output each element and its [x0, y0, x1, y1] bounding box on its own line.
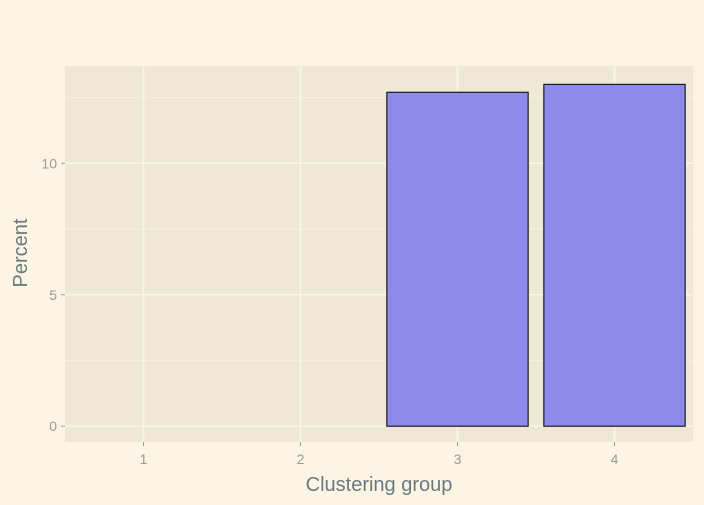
bars: [386, 83, 686, 427]
x-tick-label: 4: [611, 451, 619, 467]
x-tick-label: 3: [454, 451, 462, 467]
y-axis-title: Percent: [10, 218, 32, 287]
y-axis-ticks: 0 5 10: [41, 155, 65, 434]
x-tick-label: 2: [297, 451, 305, 467]
y-tick-label: 5: [49, 287, 57, 303]
x-tick-label: 1: [140, 451, 148, 467]
bar-3: [386, 91, 529, 427]
x-axis-ticks: 1 2 3 4: [140, 442, 619, 467]
x-axis-title: Clustering group: [306, 474, 453, 496]
bar-4: [543, 83, 686, 427]
y-tick-label: 0: [49, 418, 57, 434]
y-tick-label: 10: [41, 155, 57, 171]
